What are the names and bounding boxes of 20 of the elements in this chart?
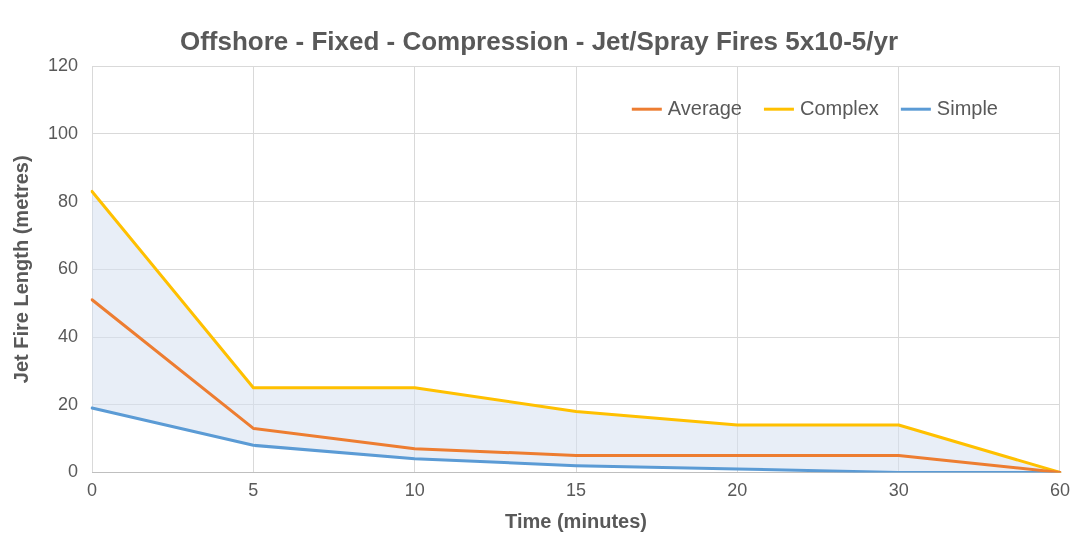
y-tick-label: 120 — [47, 55, 79, 76]
legend-label: Complex — [799, 96, 879, 119]
x-tick-label: 10 — [404, 480, 425, 501]
x-tick-label: 0 — [87, 480, 98, 501]
y-tick-label: 40 — [58, 325, 79, 346]
y-tick-label: 80 — [58, 190, 79, 211]
y-axis-title: Jet Fire Length (metres) — [9, 155, 32, 384]
x-tick-label: 30 — [888, 480, 909, 501]
x-axis-title: Time (minutes) — [505, 509, 647, 532]
x-tick-label: 5 — [248, 480, 259, 501]
y-tick-label: 100 — [47, 122, 79, 143]
legend-label: Simple — [936, 96, 998, 119]
legend-label: Average — [667, 96, 742, 119]
x-tick-label: 15 — [566, 480, 587, 501]
chart-title: Offshore - Fixed - Compression - Jet/Spray Fires 5x10-5/yr — [179, 25, 899, 56]
x-tick-label: 20 — [727, 480, 748, 501]
y-tick-label: 0 — [68, 461, 79, 482]
y-tick-label: 20 — [58, 393, 79, 414]
y-tick-label: 60 — [58, 258, 79, 279]
x-tick-label: 60 — [1049, 480, 1070, 501]
